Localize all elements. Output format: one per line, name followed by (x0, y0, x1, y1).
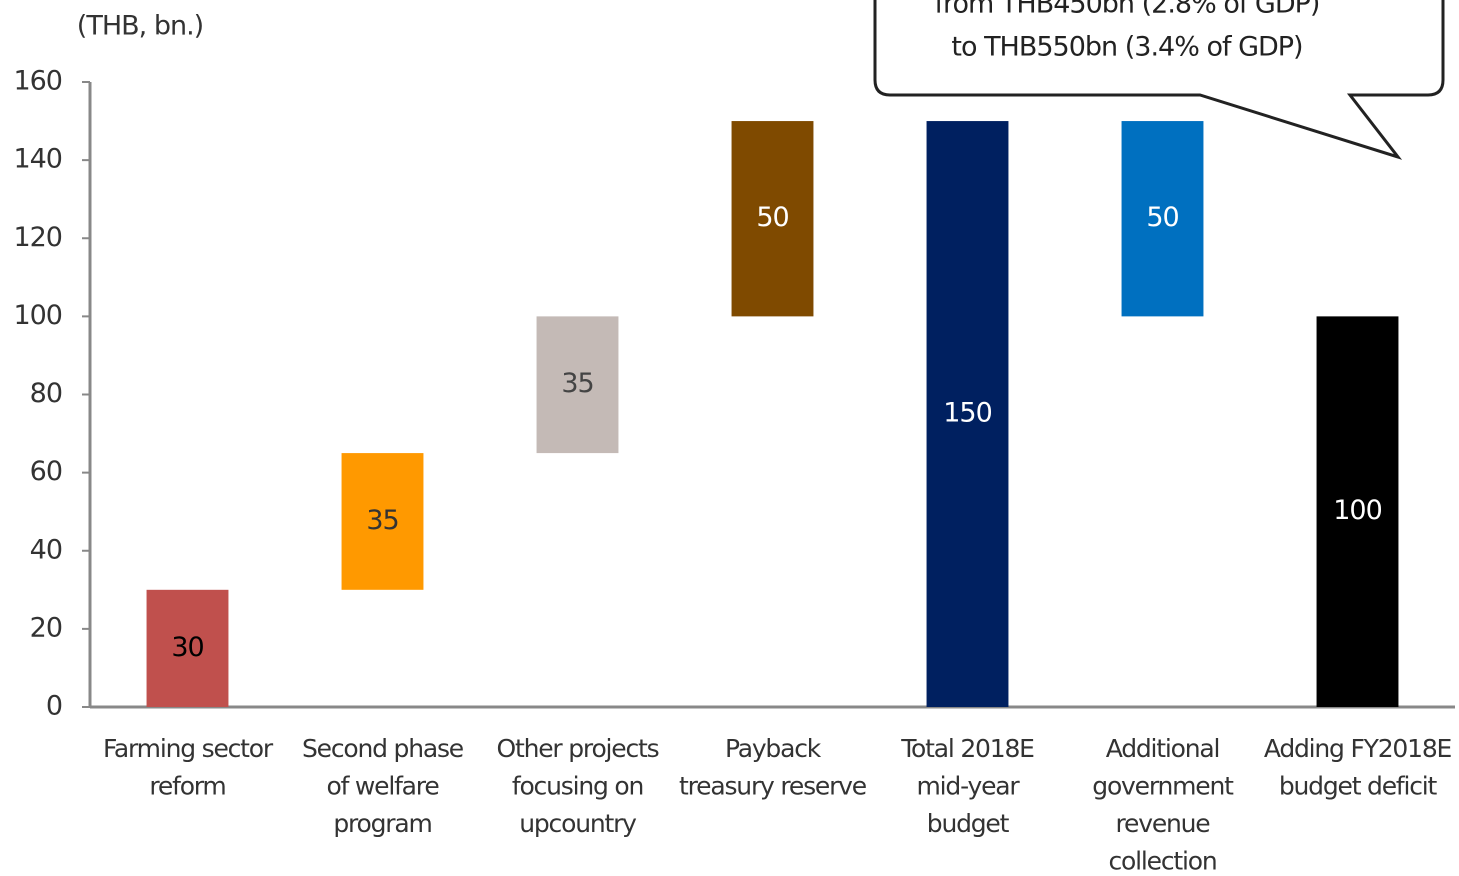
x-tick-label: Second phase (302, 734, 464, 763)
x-tick-label: Other projects (497, 734, 659, 763)
x-tick-label: budget (927, 809, 1010, 838)
callout-text: to THB550bn (3.4% of GDP) (951, 32, 1302, 63)
value-label: 100 (1333, 495, 1382, 526)
y-tick-label: 20 (30, 612, 62, 643)
x-tick-label: reform (149, 772, 225, 801)
bar (341, 453, 424, 590)
x-tick-label: upcountry (519, 809, 637, 838)
y-tick-label: 40 (30, 534, 62, 565)
bar (1316, 316, 1399, 707)
unit-label: (THB, bn.) (77, 11, 203, 42)
y-tick-label: 60 (30, 456, 62, 487)
y-tick-label: 0 (46, 691, 62, 722)
value-label: 150 (943, 398, 992, 429)
y-tick-label: 100 (13, 300, 62, 331)
value-label: 50 (756, 202, 788, 233)
bar (731, 121, 814, 317)
y-tick-label: 160 (13, 66, 62, 97)
x-tick-label: budget deficit (1279, 772, 1438, 801)
x-tick-label: of welfare (326, 772, 439, 801)
x-tick-label: Total 2018E (900, 734, 1034, 763)
x-tick-label: Additional (1106, 734, 1220, 763)
x-tick-label: revenue (1116, 809, 1211, 838)
x-tick-label: Adding FY2018E (1264, 734, 1452, 763)
x-tick-label: government (1092, 772, 1234, 801)
y-tick-label: 80 (30, 378, 62, 409)
callout-text: from THB450bn (2.8% of GDP) (935, 0, 1320, 20)
bar (536, 316, 619, 454)
x-tick-label: treasury reserve (679, 772, 867, 801)
value-label: 35 (561, 368, 593, 399)
bar (926, 121, 1009, 707)
callout (873, 0, 1445, 160)
y-tick-label: 140 (13, 144, 62, 175)
x-tick-label: collection (1109, 847, 1217, 876)
x-tick-label: program (333, 809, 431, 838)
x-tick-label: Payback (725, 734, 822, 763)
bar (1121, 121, 1204, 317)
bar (146, 589, 229, 707)
value-label: 30 (171, 632, 203, 663)
x-tick-label: Farming sector (103, 734, 274, 763)
x-tick-label: mid-year (917, 772, 1021, 801)
x-tick-label: focusing on (512, 772, 643, 801)
y-tick-label: 120 (13, 222, 62, 253)
value-label: 35 (366, 505, 398, 536)
value-label: 50 (1146, 202, 1178, 233)
